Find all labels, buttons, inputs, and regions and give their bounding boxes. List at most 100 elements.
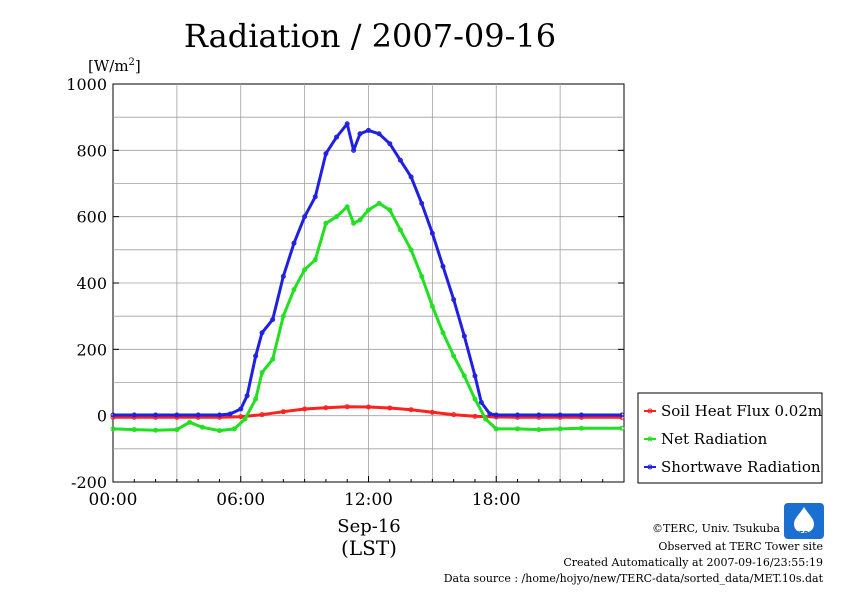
series-point-1 <box>536 427 542 433</box>
series-point-2 <box>174 412 180 418</box>
series-lines <box>110 121 625 434</box>
legend-marker <box>647 436 653 442</box>
series-point-1 <box>461 373 467 379</box>
series-point-1 <box>110 426 116 432</box>
series-point-1 <box>440 330 446 336</box>
series-point-2 <box>376 131 382 137</box>
y-tick-label: 0 <box>97 407 107 426</box>
series-point-2 <box>344 121 350 127</box>
series-point-1 <box>387 207 393 213</box>
series-point-2 <box>312 194 318 200</box>
series-point-2 <box>557 412 563 418</box>
x-tick-label: 18:00 <box>472 490 521 510</box>
series-point-1 <box>259 370 265 376</box>
chart-title: Radiation / 2007-09-16 <box>184 17 556 55</box>
legend-label: Net Radiation <box>661 430 768 448</box>
y-tick-label: 600 <box>76 208 107 227</box>
series-point-2 <box>323 151 329 157</box>
series-point-2 <box>493 412 499 418</box>
series-point-2 <box>578 412 584 418</box>
series-point-1 <box>344 204 350 210</box>
x-axis-ticks: 00:00 06:00 12:00 18:00 <box>89 476 604 510</box>
series-point-1 <box>515 426 521 432</box>
terc-logo: TERC <box>784 503 824 539</box>
footer-created: Created Automatically at 2007-09-16/23:5… <box>563 556 823 569</box>
series-point-0 <box>344 404 350 410</box>
y-tick-label: 200 <box>76 340 107 359</box>
y-tick-label: 400 <box>76 274 107 293</box>
series-point-1 <box>242 416 248 422</box>
series-point-2 <box>387 141 393 147</box>
series-point-1 <box>366 207 371 213</box>
series-point-1 <box>280 313 286 319</box>
series-point-2 <box>408 174 414 180</box>
series-point-2 <box>153 412 159 418</box>
series-point-0 <box>259 412 265 418</box>
series-point-2 <box>259 330 265 336</box>
y-tick-label: 800 <box>76 141 107 160</box>
series-point-1 <box>357 217 363 223</box>
series-point-2 <box>351 147 357 153</box>
series-point-1 <box>408 247 414 253</box>
footer-copyright: ©TERC, Univ. Tsukuba <box>652 522 780 535</box>
legend-box <box>637 392 823 484</box>
series-point-1 <box>451 353 457 359</box>
series-point-2 <box>515 412 521 418</box>
series-point-2 <box>487 411 493 417</box>
series-point-1 <box>557 426 563 432</box>
series-point-2 <box>366 127 371 133</box>
series-point-0 <box>323 405 329 411</box>
series-point-1 <box>323 220 329 226</box>
series-point-2 <box>110 412 116 418</box>
series-point-2 <box>253 353 259 359</box>
series-point-1 <box>351 220 357 226</box>
series-point-0 <box>280 409 286 415</box>
series-point-2 <box>478 399 484 405</box>
series-point-1 <box>174 427 180 433</box>
series-point-0 <box>302 406 308 412</box>
series-point-1 <box>483 416 489 422</box>
series-point-2 <box>472 373 478 379</box>
x-tick-label: 06:00 <box>216 490 265 510</box>
series-point-0 <box>451 412 457 418</box>
series-point-2 <box>270 316 276 322</box>
legend: Soil Heat Flux 0.02m Net Radiation Shortwa… <box>637 392 823 484</box>
series-point-2 <box>619 412 625 418</box>
series-point-2 <box>357 131 363 137</box>
series-point-2 <box>131 412 137 418</box>
series-point-0 <box>429 409 435 415</box>
series-point-1 <box>312 257 318 263</box>
series-point-1 <box>131 427 137 433</box>
logo-text: TERC <box>794 530 814 538</box>
legend-label: Shortwave Radiation <box>661 458 821 476</box>
series-point-2 <box>461 333 467 339</box>
series-point-1 <box>472 396 478 402</box>
series-point-0 <box>238 414 244 420</box>
series-point-1 <box>231 426 237 432</box>
series-point-1 <box>253 396 259 402</box>
x-tick-label: 00:00 <box>89 490 138 510</box>
series-point-1 <box>302 267 308 273</box>
series-point-0 <box>408 407 414 413</box>
footer-source: Data source : /home/hojyo/new/TERC-data/… <box>444 572 824 585</box>
series-point-0 <box>366 404 371 410</box>
series-point-2 <box>440 263 446 269</box>
series-point-2 <box>302 214 308 220</box>
series-line-2 <box>113 122 622 417</box>
series-point-2 <box>429 230 435 236</box>
series-point-2 <box>419 200 425 206</box>
series-point-1 <box>291 287 297 293</box>
y-tick-label: 1000 <box>66 75 107 94</box>
series-point-2 <box>536 412 542 418</box>
series-point-1 <box>199 424 205 430</box>
series-point-1 <box>493 426 499 432</box>
legend-marker <box>647 464 653 470</box>
series-point-1 <box>419 273 425 279</box>
series-point-1 <box>397 227 403 233</box>
legend-label: Soil Heat Flux 0.02m <box>661 402 822 420</box>
series-point-2 <box>397 157 403 163</box>
series-point-2 <box>195 412 201 418</box>
x-tick-label: 12:00 <box>344 490 393 510</box>
y-unit-label: [W/m2] <box>88 57 141 75</box>
series-point-2 <box>451 297 457 303</box>
